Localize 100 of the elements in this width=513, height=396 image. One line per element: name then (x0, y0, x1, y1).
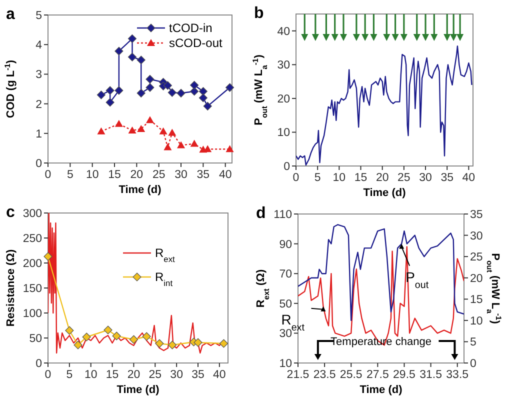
y-tick-label: 300 (22, 208, 42, 220)
x-tick-label: 30 (170, 369, 183, 381)
y-tick-label: 20 (277, 93, 290, 106)
chart-title: c (6, 204, 15, 221)
x-tick-label: 25 (398, 172, 410, 184)
point (168, 340, 177, 350)
y2-tick-label: 30 (470, 230, 483, 242)
point (112, 332, 121, 340)
y-tick-label: 0 (36, 158, 42, 170)
x-tick-label: 0 (292, 172, 300, 184)
chart-title: a (6, 6, 15, 23)
x-tick-label: 40 (462, 172, 476, 184)
chart-title: d (256, 205, 266, 222)
x-tick-label: 25 (152, 169, 166, 181)
x-axis-title: Time (d) (118, 184, 162, 196)
y2-tick-label: 15 (470, 294, 483, 306)
point (137, 124, 146, 132)
point (136, 56, 146, 64)
y-tick-label: 40 (277, 26, 290, 38)
point (203, 102, 212, 110)
y-tick-label: 100 (22, 308, 42, 320)
point (159, 127, 168, 134)
line-series (296, 45, 472, 166)
y-tick-label: 4 (36, 40, 43, 52)
x-tick-label: 5 (66, 169, 74, 181)
y2-tick-label: 5 (470, 336, 476, 349)
x-tick-label: 10 (84, 369, 98, 381)
point (44, 252, 52, 261)
legend-label: sCOD-out (169, 36, 224, 50)
point (129, 335, 138, 344)
point (176, 88, 186, 98)
point (163, 81, 172, 90)
line-series (298, 224, 464, 322)
x-tick-label: 25 (148, 369, 162, 381)
y2-tick-label: 35 (470, 209, 483, 221)
chart-title: b (254, 5, 264, 22)
x-tick-label: 5 (66, 369, 73, 381)
point (106, 86, 114, 95)
y-tick-label: 50 (29, 333, 42, 345)
point (225, 83, 234, 92)
x-tick-label: 15 (106, 369, 119, 381)
y-tick-label: 10 (279, 358, 292, 370)
point (128, 126, 136, 134)
x-tick-label: 0 (44, 369, 52, 381)
y-tick-label: 3 (36, 69, 42, 82)
point (177, 141, 186, 148)
x-tick-label: 27.5 (366, 369, 389, 381)
legend-label: tCOD-in (169, 21, 212, 35)
point (146, 74, 154, 84)
point (142, 332, 151, 341)
y-tick-label: 250 (22, 233, 42, 245)
y-tick-label: 2 (36, 98, 42, 111)
y-tick-label: 110 (274, 209, 292, 221)
x-tick-label: 31.5 (420, 369, 442, 381)
point (146, 116, 154, 124)
x-tick-label: 20 (127, 369, 140, 381)
legend-label: R$_{ext}$ (155, 246, 176, 264)
x-tick-label: 15 (354, 172, 368, 184)
x-tick-label: 25.5 (340, 369, 362, 381)
point (190, 87, 199, 96)
x-tick-label: 29.5 (393, 369, 416, 381)
point (65, 326, 74, 335)
point (128, 52, 137, 62)
point (168, 128, 176, 136)
point (82, 332, 91, 342)
point (97, 127, 106, 134)
point (164, 143, 172, 150)
y-tick-label: 200 (22, 258, 42, 270)
x-tick-label: 5 (314, 172, 321, 184)
x-tick-label: 20 (130, 169, 144, 181)
x-tick-label: 30 (174, 169, 188, 181)
y-axis-title: Resistance (Ω) (5, 249, 17, 327)
x-tick-label: 10 (332, 172, 346, 184)
x-tick-label: 40 (213, 369, 226, 381)
y-tick-label: 90 (279, 238, 292, 251)
x-tick-label: 40 (218, 169, 232, 181)
y-tick-label: 5 (36, 10, 42, 22)
y-tick-label: 30 (277, 60, 290, 72)
point (190, 80, 199, 90)
x-axis-title: Time (d) (116, 384, 160, 396)
x-axis-title: Time (d) (363, 187, 406, 199)
point (136, 88, 146, 98)
y-tick-label: 50 (279, 298, 292, 310)
point (198, 87, 208, 96)
y-tick-label: 0 (36, 358, 42, 370)
x-tick-label: 35 (196, 169, 210, 181)
point (114, 120, 123, 127)
y-tick-label: 1 (36, 128, 42, 140)
x-tick-label: 0 (44, 169, 52, 181)
x-tick-label: 35 (192, 369, 204, 381)
x-tick-label: 30 (419, 172, 432, 184)
point (219, 339, 228, 348)
point (190, 140, 198, 147)
y-tick-label: 150 (22, 283, 42, 295)
legend-label: R$_{int}$ (155, 270, 174, 288)
point (104, 326, 112, 334)
x-axis-title: Time (d) (360, 384, 403, 396)
x-tick-label: 20 (376, 172, 389, 184)
y-tick-label: 70 (279, 268, 292, 281)
x-tick-label: 33.5 (446, 369, 469, 381)
